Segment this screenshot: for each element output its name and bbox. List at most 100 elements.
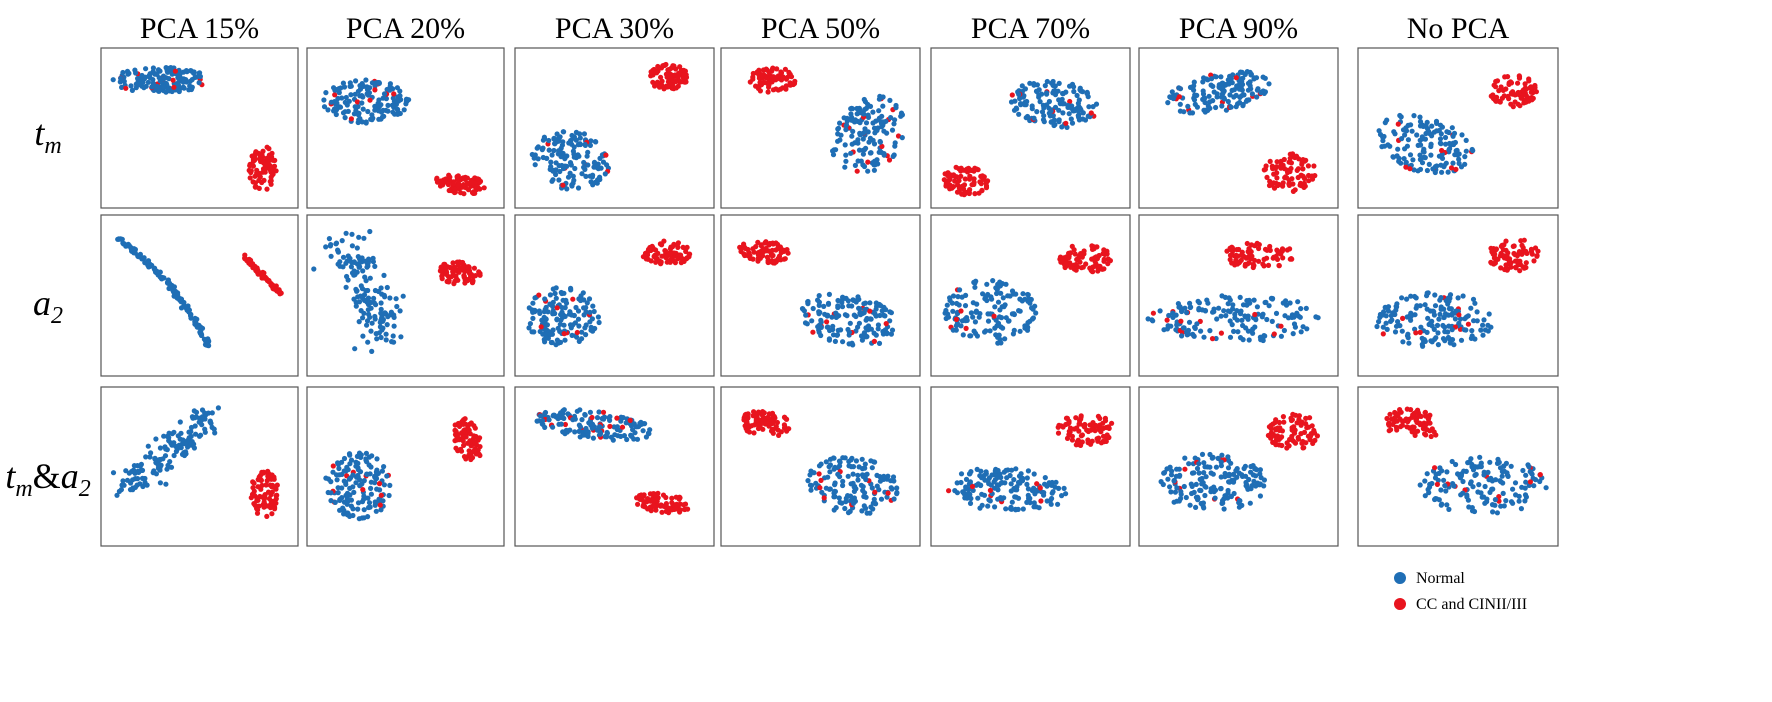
- scatter-point: [384, 473, 390, 479]
- scatter-point: [438, 178, 444, 184]
- scatter-point: [1456, 151, 1462, 157]
- scatter-point: [669, 500, 675, 506]
- scatter-point: [872, 459, 878, 465]
- scatter-point: [150, 80, 156, 86]
- scatter-point: [339, 95, 345, 101]
- scatter-point: [274, 482, 280, 488]
- scatter-point: [1292, 324, 1298, 330]
- scatter-point: [588, 138, 594, 144]
- scatter-point: [358, 283, 364, 289]
- scatter-point: [1161, 470, 1167, 476]
- scatter-point: [953, 323, 960, 329]
- scatter-point: [1063, 120, 1069, 126]
- scatter-point: [1394, 427, 1400, 433]
- scatter-point: [538, 324, 544, 330]
- scatter-point: [1067, 83, 1073, 89]
- scatter-point: [590, 303, 596, 309]
- scatter-point: [894, 490, 900, 496]
- scatter-point: [852, 117, 858, 123]
- scatter-point: [1379, 144, 1385, 150]
- scatter-point: [531, 155, 537, 161]
- scatter-point: [1449, 125, 1455, 131]
- scatter-point: [823, 485, 829, 491]
- scatter-point: [598, 165, 604, 171]
- scatter-point: [887, 97, 893, 103]
- scatter-point: [885, 490, 891, 496]
- scatter-point: [848, 150, 854, 156]
- scatter-point: [1178, 318, 1184, 324]
- scatter-point: [861, 96, 867, 103]
- scatter-point: [647, 504, 653, 510]
- scatter-point: [1450, 310, 1456, 316]
- scatter-point: [1031, 115, 1037, 121]
- scatter-point: [1516, 498, 1522, 504]
- scatter-point: [1487, 459, 1493, 465]
- scatter-point: [888, 310, 895, 316]
- scatter-point: [783, 84, 789, 91]
- scatter-point: [816, 302, 822, 308]
- scatter-point: [1228, 76, 1234, 82]
- column-title: PCA 90%: [1179, 12, 1298, 45]
- scatter-point: [966, 471, 973, 477]
- scatter-point: [984, 281, 990, 287]
- scatter-point: [893, 105, 899, 111]
- scatter-point: [860, 136, 866, 142]
- scatter-point: [1218, 330, 1224, 336]
- scatter-point: [1218, 485, 1224, 492]
- scatter-point: [1526, 464, 1532, 470]
- scatter-point: [1282, 313, 1288, 319]
- scatter-point: [857, 107, 863, 113]
- scatter-point: [542, 339, 548, 345]
- panel-points: [942, 243, 1113, 346]
- scatter-point: [1074, 92, 1080, 99]
- scatter-point: [553, 160, 559, 166]
- scatter-point: [255, 484, 261, 490]
- scatter-point: [867, 135, 874, 141]
- scatter-point: [676, 496, 682, 502]
- scatter-point: [597, 155, 603, 161]
- scatter-point: [472, 447, 478, 453]
- scatter-point: [803, 312, 809, 318]
- scatter-point: [343, 94, 349, 101]
- scatter-point: [553, 167, 559, 173]
- scatter-point: [355, 88, 361, 94]
- scatter-point: [365, 287, 371, 294]
- scatter-point: [247, 175, 253, 181]
- scatter-point: [569, 332, 575, 338]
- scatter-point: [666, 67, 672, 73]
- scatter-point: [1061, 101, 1067, 107]
- scatter-point: [816, 293, 822, 299]
- scatter-point: [1431, 326, 1437, 332]
- scatter-point: [267, 472, 274, 478]
- scatter-point: [333, 240, 340, 246]
- scatter-point: [1387, 143, 1393, 149]
- scatter-point: [1202, 307, 1208, 314]
- scatter-point: [1422, 478, 1428, 484]
- scatter-point: [361, 478, 367, 484]
- scatter-point: [624, 436, 630, 443]
- scatter-point: [581, 305, 587, 311]
- scatter-point: [349, 243, 355, 249]
- scatter-point: [1531, 258, 1537, 264]
- scatter-point: [826, 336, 833, 342]
- scatter-point: [842, 142, 848, 148]
- scatter-point: [1297, 182, 1303, 188]
- scatter-point: [355, 467, 361, 473]
- scatter-point: [1041, 490, 1047, 496]
- scatter-point: [1209, 455, 1215, 461]
- scatter-point: [1491, 261, 1497, 267]
- scatter-point: [1429, 133, 1435, 139]
- scatter-point: [1044, 78, 1050, 85]
- scatter-point: [167, 459, 173, 465]
- scatter-point: [1433, 118, 1440, 124]
- scatter-point: [548, 159, 554, 165]
- scatter-point: [1221, 88, 1227, 94]
- scatter-point: [351, 489, 357, 495]
- scatter-point: [600, 415, 606, 421]
- scatter-point: [872, 162, 878, 168]
- scatter-point: [602, 171, 608, 177]
- scatter-point: [1101, 439, 1107, 445]
- scatter-point: [770, 413, 776, 419]
- scatter-point: [1265, 262, 1272, 268]
- scatter-point: [365, 307, 371, 313]
